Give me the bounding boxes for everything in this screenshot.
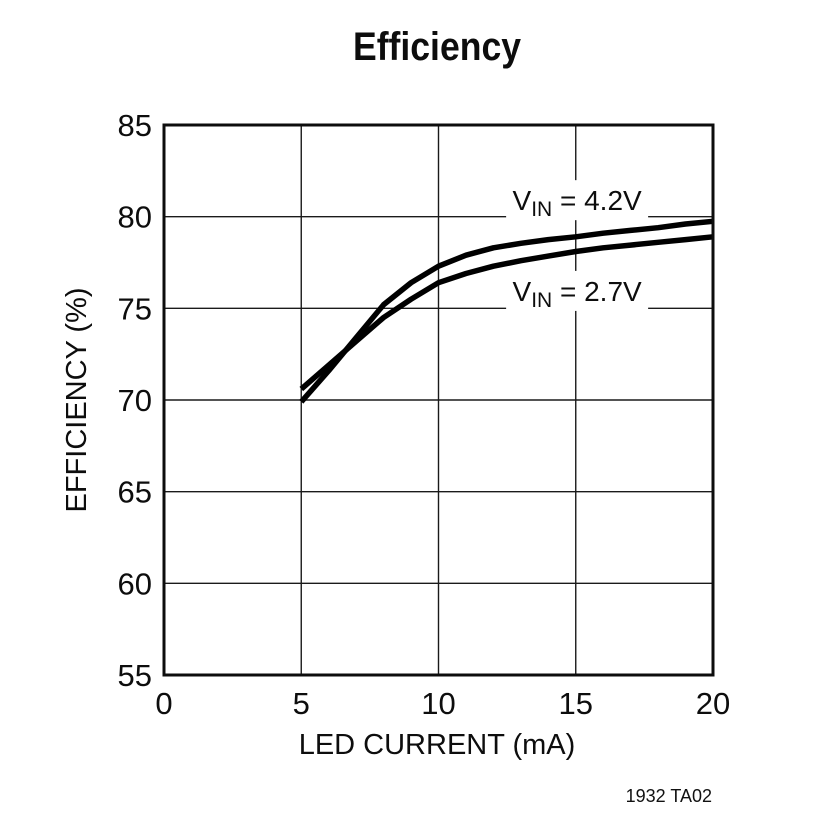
x-tick-label-0: 0 [155, 686, 172, 721]
curve-layer [299, 218, 714, 404]
curve-vin-2.7v [299, 234, 714, 392]
series-label-1: VIN = 4.2V [513, 185, 643, 221]
plot-border [162, 123, 715, 677]
annotation-layer: VIN = 4.2V VIN = 2.7V [506, 180, 649, 312]
y-tick-label-80: 80 [118, 200, 152, 235]
x-axis-ticks: 0 5 10 15 20 [155, 686, 730, 721]
y-tick-label-70: 70 [118, 383, 152, 418]
series-label-mask-1 [506, 180, 649, 221]
y-axis-title: EFFICIENCY (%) [61, 287, 93, 512]
x-tick-label-5: 5 [293, 686, 310, 721]
x-tick-label-10: 10 [421, 686, 455, 721]
y-tick-label-85: 85 [118, 108, 152, 143]
y-axis-ticks: 55 60 65 70 75 80 85 [118, 108, 152, 693]
series-label-mask-2 [506, 270, 649, 311]
y-tick-label-75: 75 [118, 291, 152, 326]
y-tick-label-55: 55 [118, 658, 152, 693]
chart-title: Efficiency [353, 25, 522, 69]
x-tick-label-20: 20 [696, 686, 730, 721]
y-tick-label-60: 60 [118, 566, 152, 601]
x-tick-label-15: 15 [559, 686, 593, 721]
series-label-2: VIN = 2.7V [513, 276, 643, 312]
curve-vin-4.2v [299, 218, 714, 404]
x-axis-title: LED CURRENT (mA) [299, 729, 576, 761]
figure-id: 1932 TA02 [626, 786, 712, 806]
y-tick-label-65: 65 [118, 475, 152, 510]
